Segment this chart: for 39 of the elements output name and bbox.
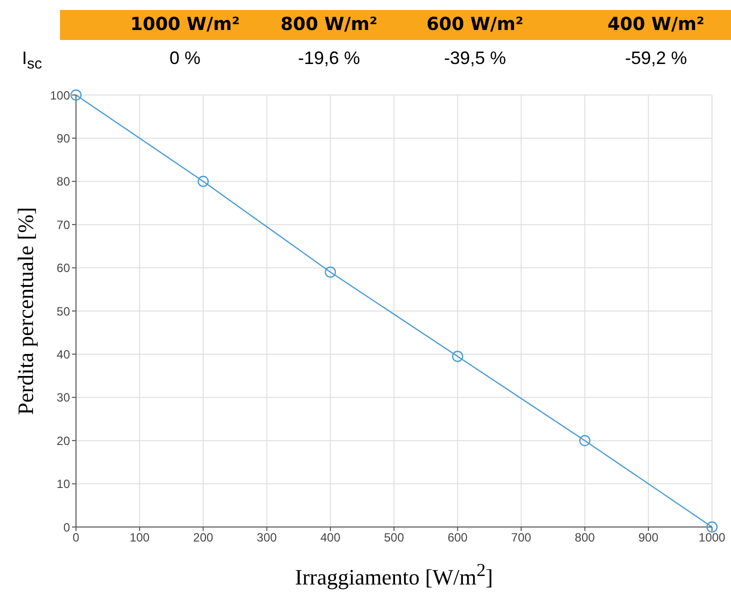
point <box>452 350 464 362</box>
x-tick-label: 300 <box>256 530 278 545</box>
x-tick-label: 900 <box>638 530 659 545</box>
y-tick-label: 100 <box>50 88 70 102</box>
y-tick-label: 60 <box>56 261 70 276</box>
x-tick-label: 100 <box>130 530 150 545</box>
y-tick-label: 30 <box>56 390 70 405</box>
y-tick-label: 70 <box>56 218 70 232</box>
text: -19,6 % <box>296 48 362 69</box>
text: I$_{sc}$ <box>22 48 42 73</box>
text: 0 % <box>168 48 202 69</box>
y-tick-label: 80 <box>56 174 70 189</box>
y-axis-title: Perdita percentuale [%] <box>13 207 39 415</box>
y-tick-label: 90 <box>56 131 70 146</box>
x-tick-label: 800 <box>574 530 596 545</box>
text: 1000 W/m² <box>129 14 241 35</box>
y-tick-label: 40 <box>56 347 70 362</box>
x-axis-title: Irraggiamento [W/m$^{2}$] <box>294 560 494 590</box>
point <box>198 176 209 187</box>
y-tick-label: 0 <box>63 520 70 534</box>
y-tick-label: 50 <box>56 304 70 318</box>
x-tick-label: 700 <box>511 530 532 545</box>
x-tick-label: 0 <box>72 530 80 545</box>
text: -39,5 % <box>442 48 508 69</box>
y-tick-label: 10 <box>56 477 70 492</box>
point <box>706 521 718 533</box>
x-tick-label: 1000 <box>698 530 726 545</box>
point <box>70 89 82 101</box>
x-tick-label: 500 <box>384 530 404 545</box>
x-tick-label: 600 <box>448 530 468 545</box>
y-tick-label: 20 <box>56 434 70 448</box>
text: 800 W/m² <box>280 14 378 35</box>
text: 600 W/m² <box>426 14 524 35</box>
x-tick-label: 400 <box>320 530 341 545</box>
text: -59,2 % <box>624 48 688 69</box>
point <box>579 435 590 446</box>
text: 400 W/m² <box>606 14 706 35</box>
point <box>324 266 336 278</box>
x-tick-label: 200 <box>193 530 214 545</box>
